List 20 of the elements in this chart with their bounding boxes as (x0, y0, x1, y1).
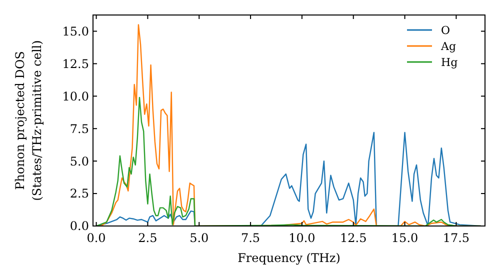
x-tick-label: 7.5 (240, 231, 260, 245)
x-axis-title: Frequency (THz) (238, 251, 340, 265)
y-tick-label: 0.0 (70, 219, 89, 234)
y-tick-label: 15.0 (62, 24, 89, 38)
legend-label: Ag (440, 40, 456, 53)
legend-label: O (441, 24, 450, 37)
y-tick-label: 12.5 (62, 56, 89, 71)
y-axis-title: Phonon projected DOS (States/THz·primitive cell) (13, 40, 44, 201)
y-tick-label: 2.5 (70, 186, 89, 201)
y-tick-label: 10.0 (62, 89, 89, 104)
x-tick-label: 17.5 (442, 231, 470, 245)
legend-label: Hg (441, 56, 458, 69)
x-tick-label: 15.0 (391, 231, 418, 245)
y-tick-label: 7.5 (70, 122, 89, 136)
x-tick-label: 5.0 (190, 231, 209, 245)
x-tick-label: 12.5 (340, 231, 367, 245)
x-tick-label: 2.5 (138, 231, 158, 245)
x-tick-label: 10.0 (288, 231, 316, 245)
x-tick-label: 0.0 (86, 231, 106, 245)
y-tick-label: 5.0 (70, 154, 89, 168)
